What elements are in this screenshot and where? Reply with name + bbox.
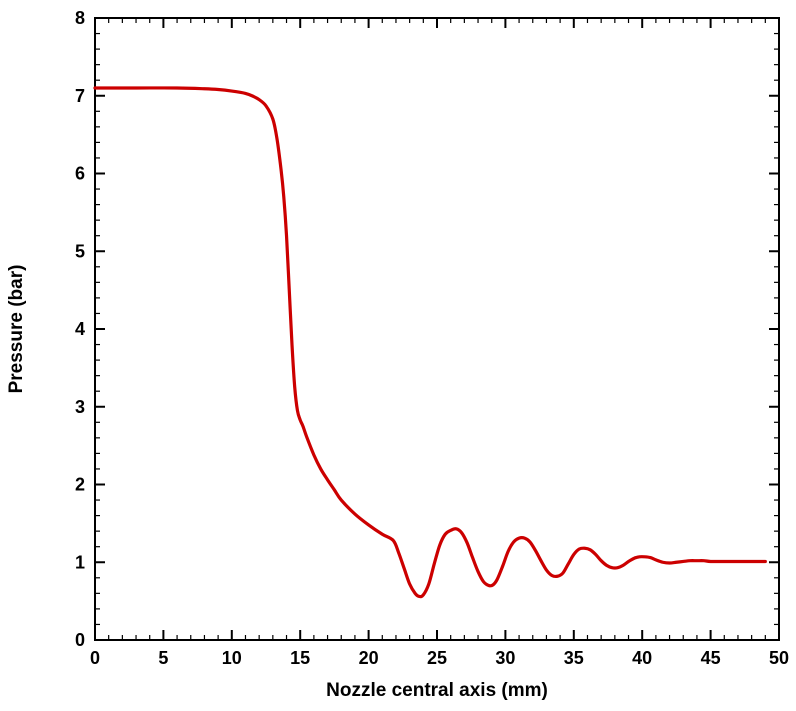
- x-axis-title: Nozzle central axis (mm): [326, 680, 548, 701]
- x-tick-label: 30: [495, 648, 515, 668]
- y-tick-label: 3: [75, 397, 85, 417]
- x-tick-label: 10: [222, 648, 242, 668]
- x-tick-label: 45: [701, 648, 721, 668]
- y-tick-label: 4: [75, 319, 85, 339]
- axis-ticks: [94, 17, 780, 641]
- y-tick-label: 0: [75, 630, 85, 650]
- y-tick-label: 6: [75, 164, 85, 184]
- x-tick-label: 25: [427, 648, 447, 668]
- x-tick-label: 0: [90, 648, 100, 668]
- y-axis-title: Pressure (bar): [6, 265, 27, 394]
- x-tick-label: 20: [359, 648, 379, 668]
- x-tick-label: 35: [564, 648, 584, 668]
- x-tick-label: 5: [158, 648, 168, 668]
- plot-frame: [94, 17, 780, 641]
- y-tick-label: 7: [75, 86, 85, 106]
- y-tick-label: 8: [75, 8, 85, 28]
- x-tick-label: 40: [632, 648, 652, 668]
- pressure-curve: [93, 86, 767, 599]
- y-tick-label: 2: [75, 475, 85, 495]
- y-tick-label: 1: [75, 552, 85, 572]
- x-tick-label: 50: [769, 648, 789, 668]
- x-tick-label: 15: [290, 648, 310, 668]
- y-tick-label: 5: [75, 241, 85, 261]
